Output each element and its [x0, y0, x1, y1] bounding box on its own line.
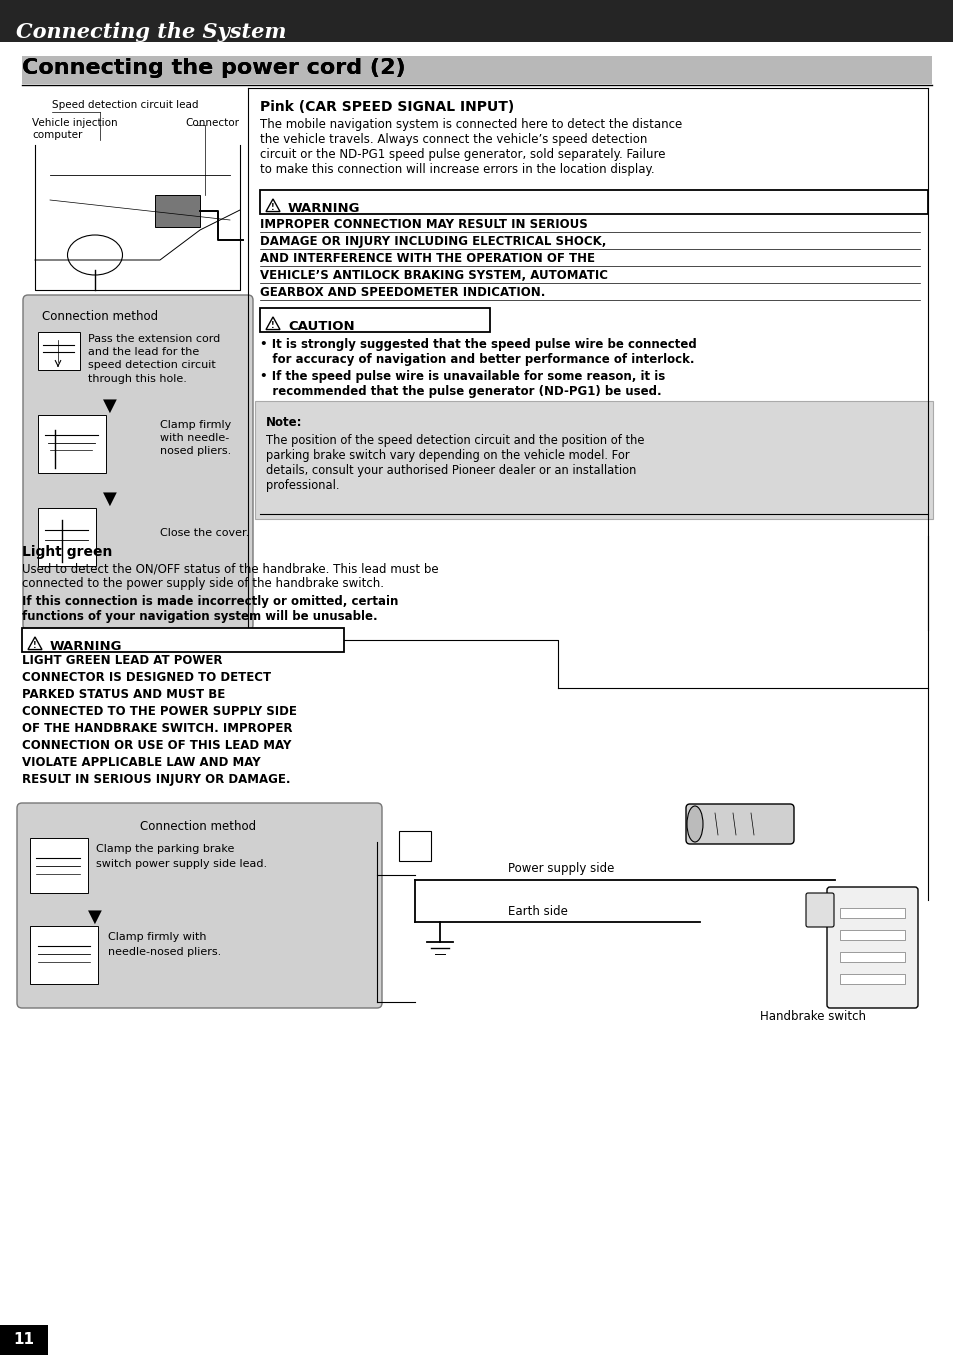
Text: GEARBOX AND SPEEDOMETER INDICATION.: GEARBOX AND SPEEDOMETER INDICATION.: [260, 286, 545, 299]
Text: Connecting the power cord (2): Connecting the power cord (2): [22, 58, 405, 79]
FancyBboxPatch shape: [38, 415, 106, 473]
FancyBboxPatch shape: [840, 908, 904, 917]
Text: The position of the speed detection circuit and the position of the: The position of the speed detection circ…: [266, 434, 644, 447]
Text: ▼: ▼: [103, 397, 117, 415]
Text: WARNING: WARNING: [50, 640, 122, 653]
Text: CAUTION: CAUTION: [288, 320, 355, 332]
Text: The mobile navigation system is connected here to detect the distance: The mobile navigation system is connecte…: [260, 118, 681, 131]
FancyBboxPatch shape: [0, 0, 953, 42]
Text: ▼: ▼: [103, 491, 117, 508]
Text: Connection method: Connection method: [42, 310, 158, 322]
Text: Vehicle injection: Vehicle injection: [32, 118, 117, 127]
Text: CONNECTOR IS DESIGNED TO DETECT: CONNECTOR IS DESIGNED TO DETECT: [22, 671, 271, 684]
Text: • It is strongly suggested that the speed pulse wire be connected: • It is strongly suggested that the spee…: [260, 337, 696, 351]
Text: Clamp firmly with: Clamp firmly with: [108, 932, 206, 942]
Text: Connecting the power cord (2): Connecting the power cord (2): [22, 58, 405, 79]
Text: Earth side: Earth side: [507, 905, 567, 917]
FancyBboxPatch shape: [38, 508, 96, 566]
Polygon shape: [266, 199, 280, 211]
Text: Handbrake switch: Handbrake switch: [760, 1009, 865, 1023]
Text: switch power supply side lead.: switch power supply side lead.: [96, 859, 267, 869]
Text: LIGHT GREEN LEAD AT POWER: LIGHT GREEN LEAD AT POWER: [22, 654, 222, 667]
FancyBboxPatch shape: [826, 888, 917, 1008]
Text: OF THE HANDBRAKE SWITCH. IMPROPER: OF THE HANDBRAKE SWITCH. IMPROPER: [22, 722, 293, 734]
FancyBboxPatch shape: [17, 804, 381, 1008]
Text: Note:: Note:: [266, 416, 302, 430]
Text: computer: computer: [32, 130, 82, 140]
Text: Connector: Connector: [185, 118, 239, 127]
Text: recommended that the pulse generator (ND-PG1) be used.: recommended that the pulse generator (ND…: [260, 385, 661, 398]
Text: professional.: professional.: [266, 480, 339, 492]
Polygon shape: [28, 637, 42, 649]
Text: !: !: [33, 641, 37, 650]
Text: • If the speed pulse wire is unavailable for some reason, it is: • If the speed pulse wire is unavailable…: [260, 370, 664, 383]
FancyBboxPatch shape: [0, 1325, 48, 1355]
FancyBboxPatch shape: [22, 627, 344, 652]
Text: Connection method: Connection method: [140, 820, 255, 833]
FancyBboxPatch shape: [30, 837, 88, 893]
Text: Close the cover.: Close the cover.: [160, 528, 249, 538]
Text: PARKED STATUS AND MUST BE: PARKED STATUS AND MUST BE: [22, 688, 225, 701]
Text: If this connection is made incorrectly or omitted, certain: If this connection is made incorrectly o…: [22, 595, 398, 608]
FancyBboxPatch shape: [154, 195, 200, 228]
Text: Light green: Light green: [22, 545, 112, 560]
Text: !: !: [271, 321, 274, 329]
Text: for accuracy of navigation and better performance of interlock.: for accuracy of navigation and better pe…: [260, 354, 694, 366]
FancyBboxPatch shape: [28, 88, 248, 293]
FancyBboxPatch shape: [840, 974, 904, 984]
FancyBboxPatch shape: [22, 56, 931, 84]
FancyBboxPatch shape: [254, 401, 932, 519]
Text: VEHICLE’S ANTILOCK BRAKING SYSTEM, AUTOMATIC: VEHICLE’S ANTILOCK BRAKING SYSTEM, AUTOM…: [260, 270, 607, 282]
Text: the vehicle travels. Always connect the vehicle’s speed detection: the vehicle travels. Always connect the …: [260, 133, 647, 146]
FancyBboxPatch shape: [840, 953, 904, 962]
Text: Pink (CAR SPEED SIGNAL INPUT): Pink (CAR SPEED SIGNAL INPUT): [260, 100, 514, 114]
FancyBboxPatch shape: [685, 804, 793, 844]
Text: Speed detection circuit lead: Speed detection circuit lead: [52, 100, 198, 110]
FancyBboxPatch shape: [398, 831, 431, 860]
Text: CONNECTION OR USE OF THIS LEAD MAY: CONNECTION OR USE OF THIS LEAD MAY: [22, 738, 291, 752]
Polygon shape: [266, 317, 280, 329]
FancyBboxPatch shape: [805, 893, 833, 927]
Text: Clamp firmly
with needle-
nosed pliers.: Clamp firmly with needle- nosed pliers.: [160, 420, 231, 457]
Text: connected to the power supply side of the handbrake switch.: connected to the power supply side of th…: [22, 577, 384, 589]
FancyBboxPatch shape: [23, 295, 253, 630]
Text: IMPROPER CONNECTION MAY RESULT IN SERIOUS: IMPROPER CONNECTION MAY RESULT IN SERIOU…: [260, 218, 587, 230]
Text: functions of your navigation system will be unusable.: functions of your navigation system will…: [22, 610, 377, 623]
FancyBboxPatch shape: [260, 308, 490, 332]
FancyBboxPatch shape: [30, 925, 98, 984]
Text: VIOLATE APPLICABLE LAW AND MAY: VIOLATE APPLICABLE LAW AND MAY: [22, 756, 260, 770]
Text: Connecting the System: Connecting the System: [16, 22, 286, 42]
Text: AND INTERFERENCE WITH THE OPERATION OF THE: AND INTERFERENCE WITH THE OPERATION OF T…: [260, 252, 595, 266]
Text: Clamp the parking brake: Clamp the parking brake: [96, 844, 234, 854]
Text: details, consult your authorised Pioneer dealer or an installation: details, consult your authorised Pioneer…: [266, 463, 636, 477]
Text: ▼: ▼: [88, 908, 102, 925]
Text: 11: 11: [13, 1332, 34, 1347]
Text: DAMAGE OR INJURY INCLUDING ELECTRICAL SHOCK,: DAMAGE OR INJURY INCLUDING ELECTRICAL SH…: [260, 234, 606, 248]
Text: RESULT IN SERIOUS INJURY OR DAMAGE.: RESULT IN SERIOUS INJURY OR DAMAGE.: [22, 772, 291, 786]
Text: WARNING: WARNING: [288, 202, 360, 214]
FancyBboxPatch shape: [38, 332, 80, 370]
FancyBboxPatch shape: [840, 930, 904, 940]
Text: circuit or the ND-PG1 speed pulse generator, sold separately. Failure: circuit or the ND-PG1 speed pulse genera…: [260, 148, 665, 161]
Text: Pass the extension cord
and the lead for the
speed detection circuit
through thi: Pass the extension cord and the lead for…: [88, 333, 220, 383]
Text: to make this connection will increase errors in the location display.: to make this connection will increase er…: [260, 163, 654, 176]
Text: Used to detect the ON/OFF status of the handbrake. This lead must be: Used to detect the ON/OFF status of the …: [22, 562, 438, 575]
Text: !: !: [271, 203, 274, 211]
Ellipse shape: [686, 806, 702, 841]
Text: needle-nosed pliers.: needle-nosed pliers.: [108, 947, 221, 957]
Text: Power supply side: Power supply side: [507, 862, 614, 875]
Text: parking brake switch vary depending on the vehicle model. For: parking brake switch vary depending on t…: [266, 449, 629, 462]
FancyBboxPatch shape: [260, 190, 927, 214]
Text: CONNECTED TO THE POWER SUPPLY SIDE: CONNECTED TO THE POWER SUPPLY SIDE: [22, 705, 296, 718]
